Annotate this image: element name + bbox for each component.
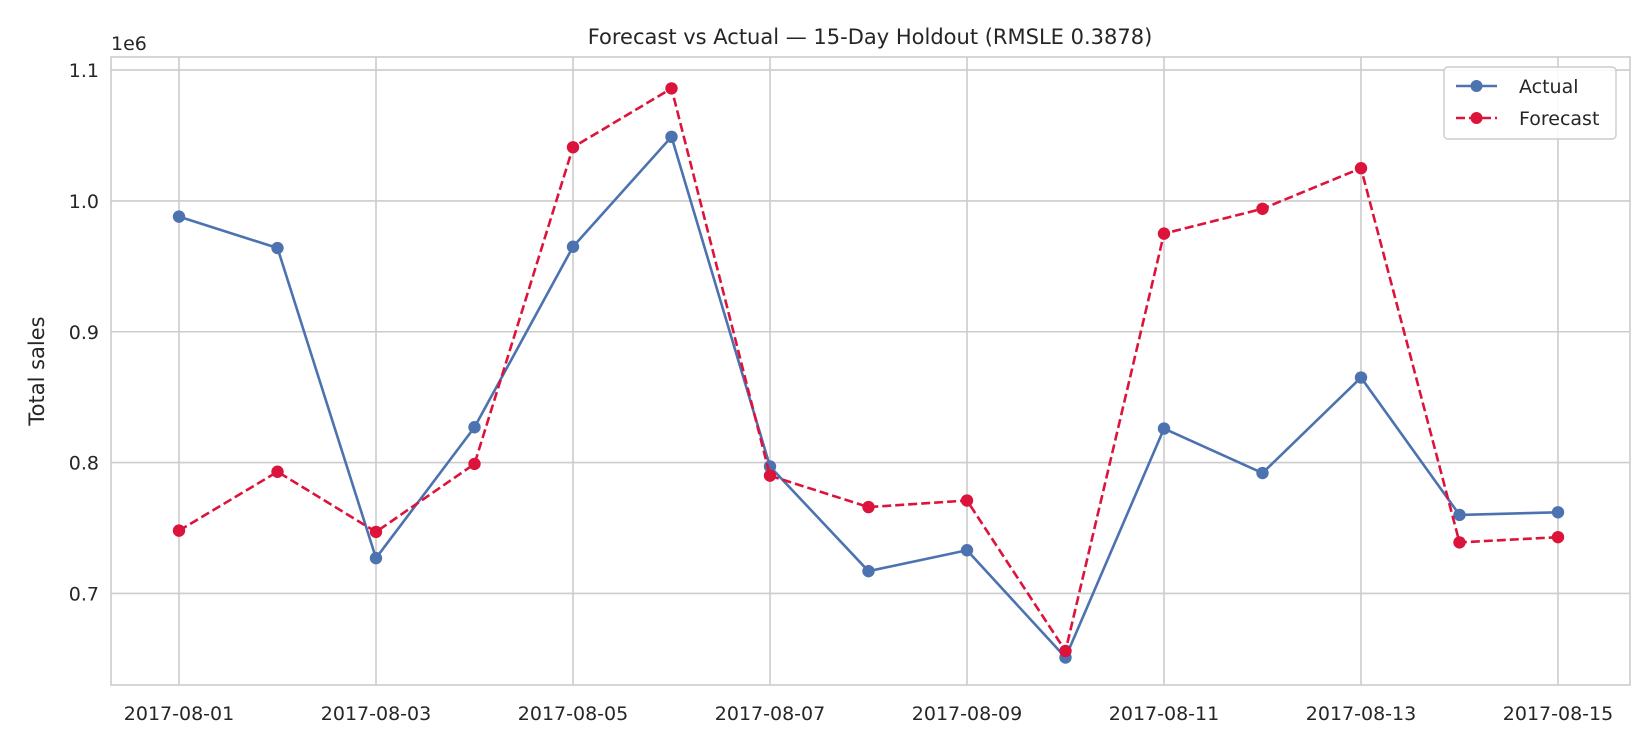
y-offset-label: 1e6 [111, 33, 147, 55]
legend-label-actual: Actual [1519, 76, 1579, 98]
y-tick-label: 1.0 [69, 191, 99, 213]
legend: Actual Forecast [1443, 66, 1617, 140]
data-point-forecast [1256, 202, 1269, 215]
data-point-forecast [1354, 162, 1368, 175]
data-point-forecast [862, 500, 875, 514]
data-point-forecast [763, 469, 777, 482]
data-point-actual [1354, 371, 1368, 384]
legend-marker-actual [1470, 80, 1483, 92]
x-tick-label: 2017-08-09 [912, 703, 1022, 725]
data-point-actual [960, 544, 974, 557]
data-point-forecast [468, 457, 481, 471]
data-point-actual [468, 421, 481, 434]
tick-layer: 0.7 0.8 0.9 1.0 1.1 2017-08-01 2017-08-03 2017-… [69, 60, 1613, 725]
data-point-actual [172, 210, 186, 223]
data-point-forecast [369, 525, 383, 539]
data-point-forecast [271, 465, 284, 478]
x-tick-label: 2017-08-11 [1109, 703, 1219, 725]
data-point-forecast [1551, 530, 1565, 544]
x-tick-label: 2017-08-05 [518, 703, 628, 725]
data-point-actual [369, 551, 383, 565]
y-tick-label: 1.1 [69, 60, 99, 82]
grid-layer [111, 57, 1630, 685]
data-point-actual [665, 130, 678, 144]
y-axis-label: Total sales [25, 316, 49, 426]
x-tick-label: 2017-08-15 [1503, 703, 1613, 725]
legend-marker-forecast [1470, 112, 1483, 124]
plot-frame [110, 56, 1631, 686]
x-tick-label: 2017-08-01 [124, 703, 234, 725]
data-point-actual [566, 240, 580, 253]
data-point-actual [1157, 422, 1171, 435]
series-layer [172, 82, 1565, 664]
x-tick-label: 2017-08-03 [321, 703, 431, 725]
data-point-forecast [566, 141, 580, 154]
series-line-forecast [178, 87, 1559, 653]
x-tick-label: 2017-08-07 [715, 703, 825, 725]
data-point-forecast [1059, 644, 1072, 658]
data-point-forecast [1453, 536, 1466, 549]
series-line-actual [178, 135, 1559, 659]
x-tick-label: 2017-08-13 [1306, 703, 1416, 725]
data-point-actual [1551, 506, 1565, 519]
y-tick-label: 0.8 [69, 453, 99, 475]
data-point-actual [862, 564, 875, 578]
data-point-actual [1256, 466, 1269, 480]
y-tick-label: 0.9 [69, 322, 99, 344]
chart-title: Forecast vs Actual — 15-Day Holdout (RMS… [588, 25, 1153, 49]
data-point-forecast [665, 82, 678, 95]
data-point-forecast [960, 494, 974, 507]
data-point-actual [1453, 508, 1466, 522]
y-tick-label: 0.7 [69, 583, 99, 605]
data-point-actual [271, 241, 284, 255]
data-point-forecast [172, 524, 186, 537]
legend-label-forecast: Forecast [1519, 108, 1599, 130]
data-point-forecast [1157, 227, 1171, 240]
